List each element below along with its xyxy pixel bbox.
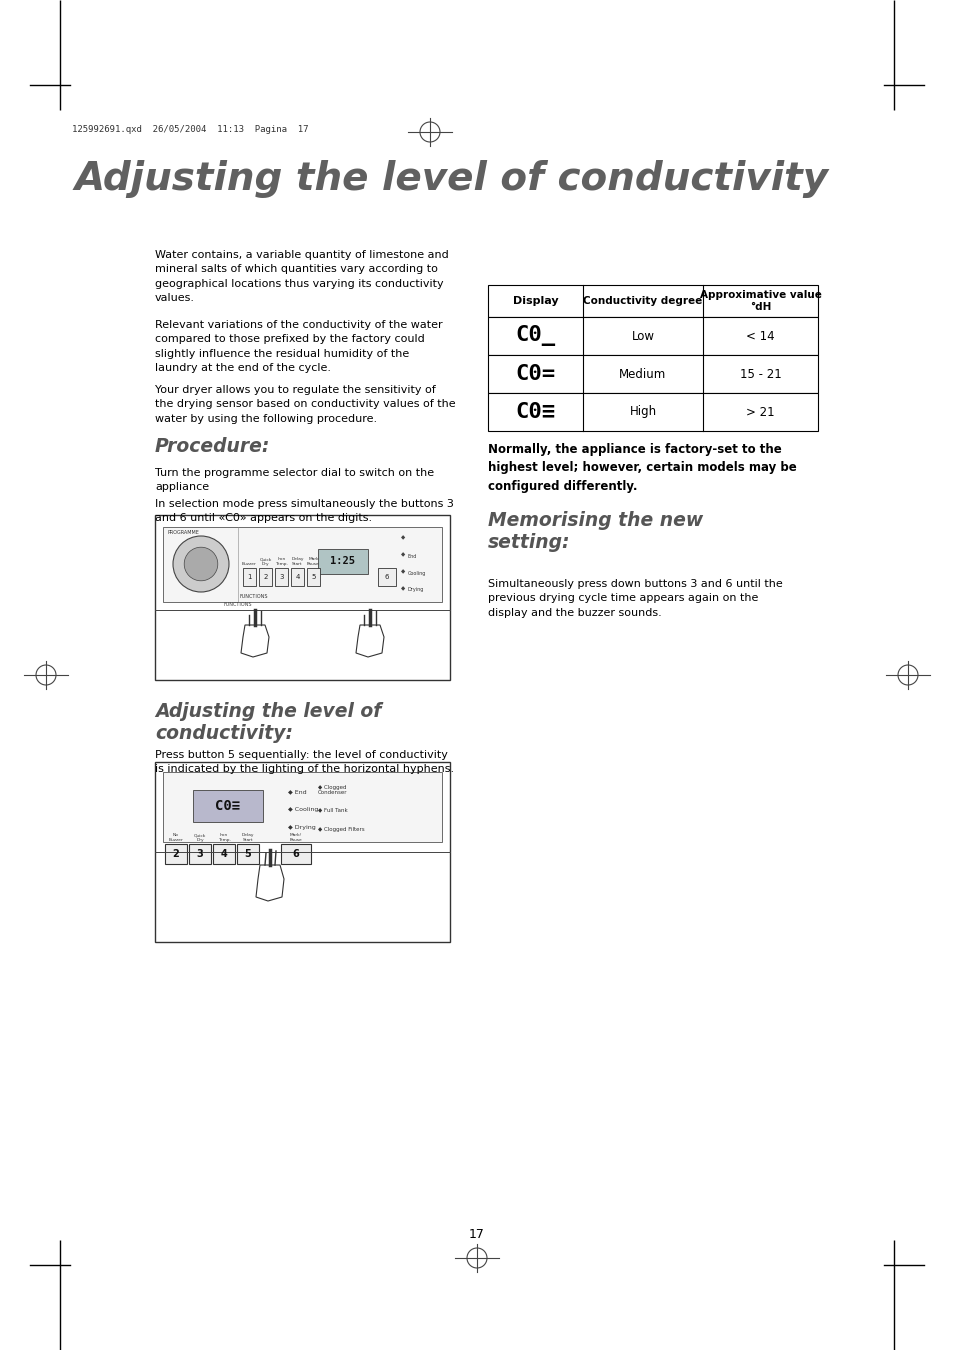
Text: Relevant variations of the conductivity of the water
compared to those prefixed : Relevant variations of the conductivity … xyxy=(154,320,442,373)
Text: ◆ End: ◆ End xyxy=(288,790,306,795)
Circle shape xyxy=(184,547,217,580)
Bar xyxy=(317,549,368,574)
Bar xyxy=(243,568,255,586)
Bar xyxy=(213,844,234,864)
Text: Approximative value: Approximative value xyxy=(699,290,821,300)
Text: °dH: °dH xyxy=(749,302,770,312)
Text: Your dryer allows you to regulate the sensitivity of
the drying sensor based on : Your dryer allows you to regulate the se… xyxy=(154,385,456,424)
Text: > 21: > 21 xyxy=(745,405,774,418)
Bar xyxy=(258,568,272,586)
Text: Delay
Start: Delay Start xyxy=(291,558,303,566)
Bar xyxy=(163,526,441,602)
Text: Press button 5 sequentially: the level of conductivity
is indicated by the light: Press button 5 sequentially: the level o… xyxy=(154,751,454,775)
Text: Drying: Drying xyxy=(408,587,424,593)
Text: C0=: C0= xyxy=(515,364,555,383)
Text: 2: 2 xyxy=(263,574,268,580)
Text: ◆: ◆ xyxy=(400,552,405,558)
Text: Mark/
Pause: Mark/ Pause xyxy=(290,833,302,842)
Text: ◆ Cooling: ◆ Cooling xyxy=(288,807,318,813)
Text: High: High xyxy=(629,405,656,418)
Text: Normally, the appliance is factory-set to the
highest level; however, certain mo: Normally, the appliance is factory-set t… xyxy=(488,443,796,493)
Bar xyxy=(163,772,441,842)
Bar xyxy=(193,790,263,822)
Text: 2: 2 xyxy=(172,849,179,859)
Text: ◆ Drying: ◆ Drying xyxy=(288,825,315,830)
Text: C0_: C0_ xyxy=(515,325,555,347)
Text: No
Buzzer: No Buzzer xyxy=(169,833,183,842)
Text: In selection mode press simultaneously the buttons 3
and 6 until «C0» appears on: In selection mode press simultaneously t… xyxy=(154,500,454,524)
Text: Simultaneously press down buttons 3 and 6 until the
previous drying cycle time a: Simultaneously press down buttons 3 and … xyxy=(488,579,781,618)
Text: Display: Display xyxy=(512,296,558,306)
Text: 3: 3 xyxy=(279,574,283,580)
Text: ◆ Clogged Filters: ◆ Clogged Filters xyxy=(317,828,364,833)
Text: Cooling: Cooling xyxy=(408,571,426,575)
Text: Buzzer: Buzzer xyxy=(242,562,256,566)
Bar xyxy=(307,568,319,586)
Text: C0≡: C0≡ xyxy=(515,402,555,423)
Text: 15 - 21: 15 - 21 xyxy=(739,367,781,381)
Text: 1: 1 xyxy=(247,574,252,580)
Bar xyxy=(274,568,288,586)
Text: 5: 5 xyxy=(244,849,251,859)
Bar xyxy=(236,844,258,864)
Text: Low: Low xyxy=(631,329,654,343)
Text: Iron
Temp.: Iron Temp. xyxy=(274,558,288,566)
Text: ◆: ◆ xyxy=(400,535,405,540)
Text: ◆: ◆ xyxy=(400,568,405,574)
Text: Quick
Dry: Quick Dry xyxy=(193,833,206,842)
Bar xyxy=(291,568,304,586)
Bar xyxy=(281,844,311,864)
Text: Adjusting the level of conductivity: Adjusting the level of conductivity xyxy=(75,161,828,198)
Bar xyxy=(165,844,187,864)
Text: FUNCTIONS: FUNCTIONS xyxy=(240,594,268,599)
Text: < 14: < 14 xyxy=(745,329,774,343)
Text: 4: 4 xyxy=(220,849,227,859)
Text: Quick
Dry: Quick Dry xyxy=(259,558,272,566)
Text: C0≡: C0≡ xyxy=(215,799,240,813)
Text: ◆ Clogged
Condenser: ◆ Clogged Condenser xyxy=(317,784,347,795)
Bar xyxy=(154,761,450,942)
Text: End: End xyxy=(408,554,416,559)
Text: Turn the programme selector dial to switch on the
appliance: Turn the programme selector dial to swit… xyxy=(154,468,434,493)
Text: Procedure:: Procedure: xyxy=(154,437,270,456)
Text: 6: 6 xyxy=(293,849,299,859)
Text: 3: 3 xyxy=(196,849,203,859)
Bar xyxy=(488,355,817,393)
Text: 4: 4 xyxy=(295,574,299,580)
Bar xyxy=(189,844,211,864)
Text: ◆: ◆ xyxy=(400,586,405,591)
Bar xyxy=(488,393,817,431)
Text: Adjusting the level of
conductivity:: Adjusting the level of conductivity: xyxy=(154,702,381,742)
Text: 125992691.qxd  26/05/2004  11:13  Pagina  17: 125992691.qxd 26/05/2004 11:13 Pagina 17 xyxy=(71,126,308,134)
Text: 17: 17 xyxy=(469,1228,484,1242)
Bar xyxy=(488,285,817,317)
Text: Iron
Temp.: Iron Temp. xyxy=(217,833,231,842)
Bar xyxy=(377,568,395,586)
Bar xyxy=(488,317,817,355)
Text: 1:25: 1:25 xyxy=(330,556,355,567)
Text: Delay
Start: Delay Start xyxy=(241,833,254,842)
Bar xyxy=(154,514,450,680)
Text: 5: 5 xyxy=(311,574,315,580)
Text: Conductivity degree: Conductivity degree xyxy=(583,296,702,306)
Text: Mark
Pause: Mark Pause xyxy=(307,558,319,566)
Text: Medium: Medium xyxy=(618,367,666,381)
Circle shape xyxy=(172,536,229,593)
Text: FUNCTIONS: FUNCTIONS xyxy=(224,602,252,608)
Text: ◆ Full Tank: ◆ Full Tank xyxy=(317,807,348,813)
Text: Water contains, a variable quantity of limestone and
mineral salts of which quan: Water contains, a variable quantity of l… xyxy=(154,250,448,304)
Text: PROGRAMME: PROGRAMME xyxy=(168,531,200,535)
Text: 6: 6 xyxy=(384,574,389,580)
Text: Memorising the new
setting:: Memorising the new setting: xyxy=(488,512,702,552)
